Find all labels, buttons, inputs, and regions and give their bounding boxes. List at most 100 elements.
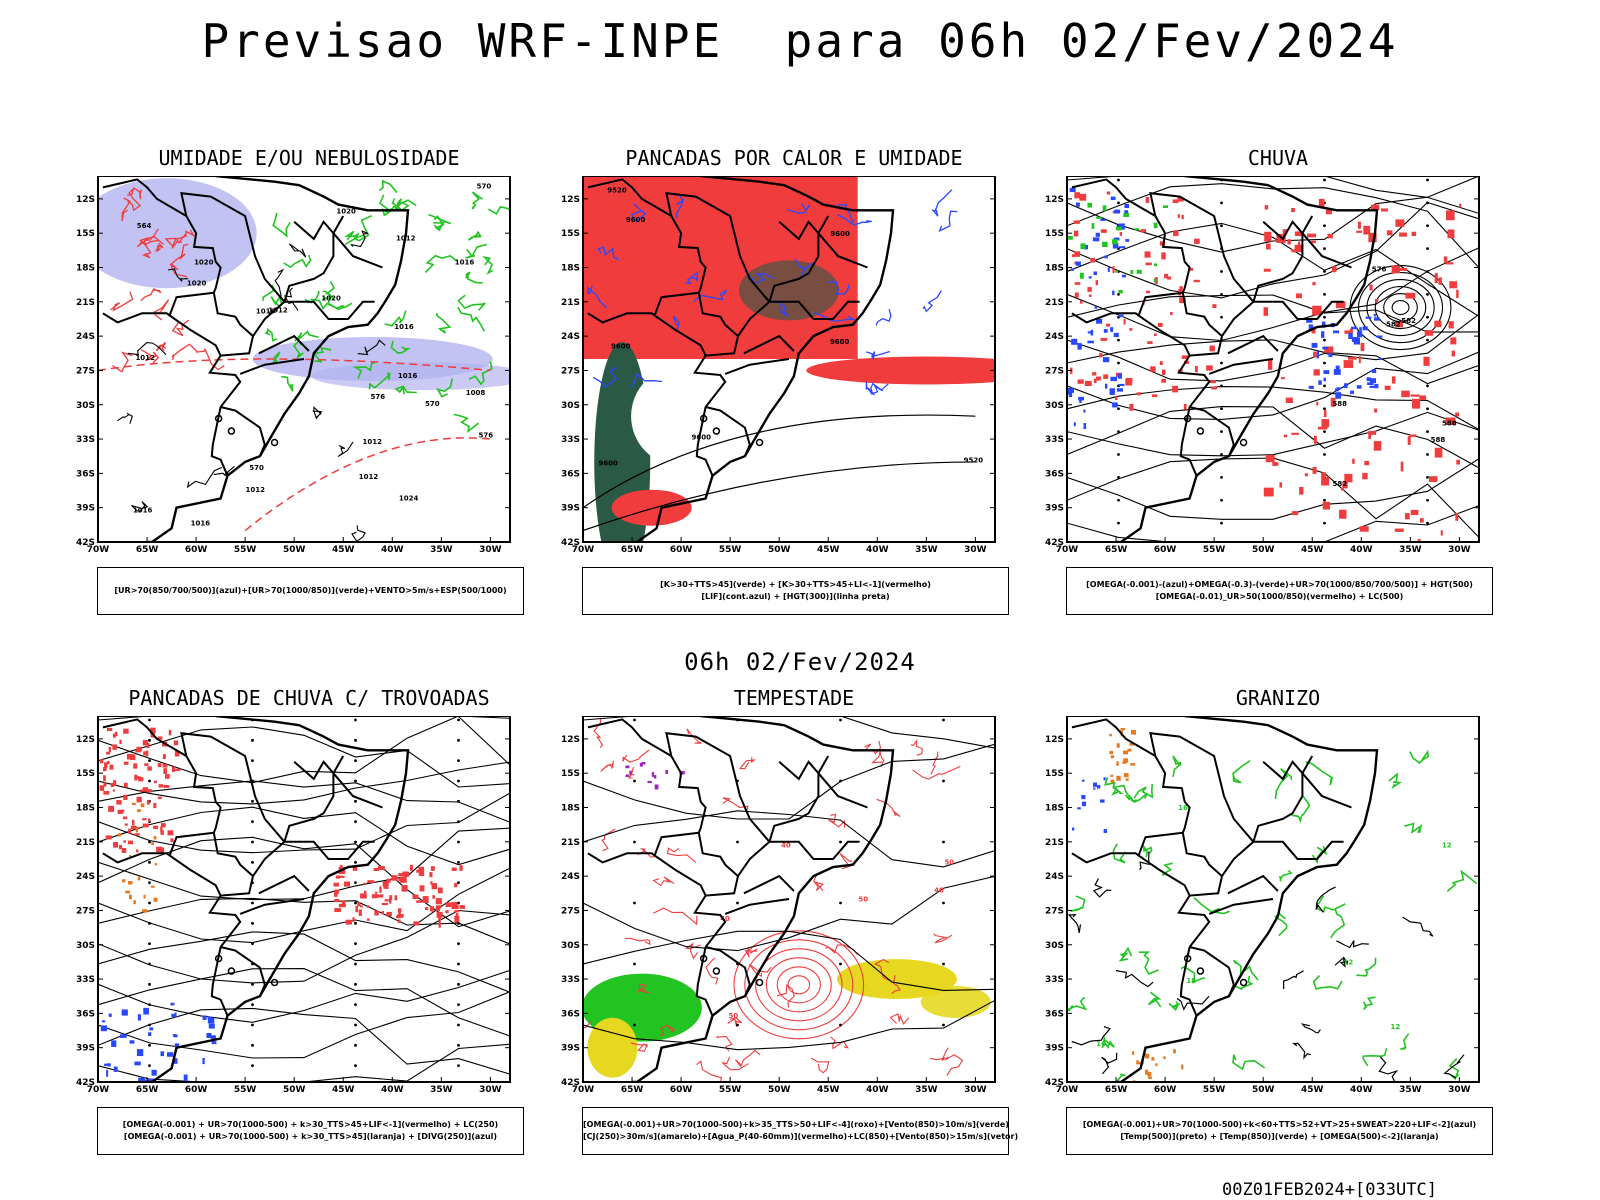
precip-cell <box>1304 473 1308 477</box>
contour-line <box>1362 1048 1388 1067</box>
precip-cell <box>1147 1076 1152 1079</box>
map-umidade: 1016101210161024102010121012101610121016… <box>76 176 511 555</box>
precip-cell <box>157 763 162 768</box>
lon-label: 50W <box>1252 545 1275 555</box>
contour-line <box>1112 784 1139 802</box>
precip-cell <box>1123 773 1129 778</box>
precip-cell <box>149 1027 154 1031</box>
precip-cell <box>1164 273 1169 279</box>
precip-cell <box>142 787 149 792</box>
precip-cell <box>1264 205 1269 210</box>
contour-line <box>1232 1054 1266 1071</box>
precip-cell <box>1099 353 1103 358</box>
arrow-head <box>1426 247 1429 251</box>
precip-cell <box>1179 297 1186 304</box>
precip-cell <box>1151 1057 1155 1061</box>
precip-cell <box>138 1077 145 1082</box>
lon-label: 70W <box>572 545 595 555</box>
precip-cell <box>1084 380 1092 387</box>
precip-cell <box>1183 403 1187 410</box>
contour-line <box>922 290 942 313</box>
contour-line <box>583 1021 592 1029</box>
lake <box>1196 967 1205 975</box>
precip-cell <box>1324 346 1334 353</box>
precip-cell <box>1159 241 1166 246</box>
precip-cell <box>208 1023 215 1029</box>
contour-line <box>487 205 510 215</box>
lake <box>227 967 236 975</box>
precip-cell <box>1083 409 1086 413</box>
precip-cell <box>206 1032 212 1039</box>
state-border <box>1189 946 1235 997</box>
arrow-head <box>633 718 636 722</box>
arrow-head <box>736 1023 739 1027</box>
streamline <box>98 897 510 945</box>
streamline <box>1067 411 1479 457</box>
precip-cell <box>1087 340 1094 344</box>
lon-label: 55W <box>234 545 257 555</box>
precip-cell <box>1115 226 1122 231</box>
state-border <box>587 852 656 864</box>
arrow-head <box>457 942 460 946</box>
precip-cell <box>143 894 146 899</box>
lat-label: 24S <box>76 332 95 342</box>
lon-label: 50W <box>768 1085 791 1095</box>
precip-cell <box>1110 779 1115 783</box>
precip-cell <box>1081 779 1085 782</box>
contour-line <box>931 189 953 217</box>
precip-cell <box>1371 369 1377 374</box>
geography-layer <box>1071 716 1379 1082</box>
precip-cell <box>1316 401 1319 406</box>
lon-label: 40W <box>866 545 889 555</box>
contour-label: 9600 <box>830 230 850 238</box>
precip-cell <box>416 869 421 873</box>
precip-cell <box>1373 317 1380 321</box>
contour-label: 570 <box>477 183 492 191</box>
lon-label: 35W <box>430 1085 453 1095</box>
lon-label: 55W <box>719 1085 742 1095</box>
precip-cell <box>1094 306 1098 309</box>
contour-line <box>357 339 386 356</box>
thickness-line <box>98 358 491 372</box>
arrow-head <box>1220 475 1223 479</box>
contour-ring <box>733 930 865 1040</box>
lat-label: 18S <box>1045 264 1064 274</box>
streamline <box>98 806 510 866</box>
arrow-head <box>736 840 739 844</box>
streamline <box>98 761 510 805</box>
precip-cell <box>1357 221 1361 229</box>
contour-line <box>587 285 608 309</box>
precip-cell <box>413 921 420 926</box>
precip-cell <box>647 780 652 783</box>
contour-line <box>280 375 294 392</box>
state-border <box>210 946 229 1017</box>
precip-cell <box>117 809 124 814</box>
lake <box>699 414 708 423</box>
precip-cell <box>1125 378 1132 386</box>
state-border <box>665 732 771 843</box>
streamline <box>1067 222 1479 317</box>
precip-cell <box>1114 209 1121 214</box>
precip-cell <box>174 1043 180 1048</box>
contour-line <box>283 254 312 269</box>
precip-cell <box>1312 305 1322 316</box>
arrow-head <box>148 718 151 722</box>
lon-label: 55W <box>234 1085 257 1095</box>
precip-cell <box>1110 196 1116 200</box>
lat-label: 33S <box>1045 435 1064 445</box>
arrow-head <box>1323 384 1326 388</box>
precip-cell <box>123 840 126 843</box>
contour-line <box>1448 1057 1460 1081</box>
precip-cell <box>1161 252 1166 260</box>
arrow-head <box>354 982 357 986</box>
state-border <box>817 755 868 809</box>
contour-ring <box>1374 285 1427 330</box>
precip-cell <box>1073 220 1080 224</box>
row-subtitle: 06h 02/Fev/2024 <box>684 648 916 676</box>
lat-label: 24S <box>561 332 580 342</box>
panel-title: GRANIZO <box>1235 686 1321 710</box>
state-border <box>665 192 771 303</box>
precip-cell <box>1391 376 1396 384</box>
state-border <box>1149 192 1255 303</box>
state-border <box>737 220 820 337</box>
